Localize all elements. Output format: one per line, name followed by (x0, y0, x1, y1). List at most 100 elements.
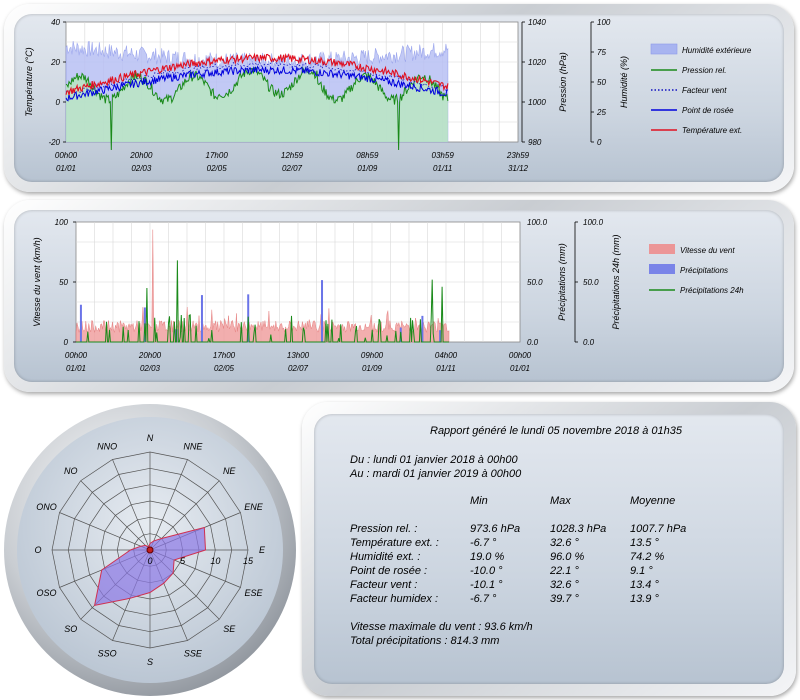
rose-spoke (149, 459, 188, 551)
row-label: Facteur vent : (350, 579, 418, 591)
bar-precipitation (421, 315, 424, 342)
rose-direction-label: NO (64, 466, 78, 476)
legend-label: Température ext. (682, 126, 742, 135)
rose-spoke (80, 480, 151, 551)
max-wind-text: Vitesse maximale du vent : 93.6 km/h (350, 621, 533, 633)
y-tick-precipitation-24h: 100.0 (583, 218, 604, 227)
rose-direction-label: SE (223, 624, 236, 634)
x-tick-date: 02/07 (282, 164, 303, 173)
wind-rain-chart: 0 50 100 Vitesse du vent (km/h) 0.0 50.0 100.0… (32, 218, 744, 373)
x-tick-time: 20h00 (138, 351, 162, 360)
x-tick-date: 02/05 (207, 164, 228, 173)
wind-rose-chart: 0 5 10 15 N NNE NE ENE E ESE SE SSE S SSO SO OSO O ONO NO N… (4, 404, 296, 696)
row-min: 19.0 % (470, 551, 505, 563)
y-axis-label-precipitation: Précipitations (mm) (557, 243, 567, 321)
y-axis-label-temperature: Température (°C) (24, 47, 34, 116)
x-tick-date: 01/01 (510, 364, 530, 373)
legend-label: Humidité extérieure (682, 46, 752, 55)
rose-data (93, 526, 207, 607)
rose-direction-label: ENE (244, 502, 264, 512)
row-min: -6.7 ° (470, 593, 497, 605)
row-min: -10.0 ° (470, 565, 503, 577)
row-min: -10.1 ° (470, 579, 503, 591)
x-tick-time: 00h00 (55, 151, 78, 160)
series-dew-point (65, 65, 448, 102)
rose-direction-label: NNE (183, 442, 203, 452)
x-tick-date: 02/07 (288, 364, 309, 373)
x-tick-time: 23h59 (506, 151, 530, 160)
x-tick-time: 08h59 (356, 151, 379, 160)
bar-precipitation (79, 304, 82, 342)
bar-precipitation (439, 330, 442, 342)
rose-data-polygon (93, 526, 207, 607)
y-tick-pressure: 1000 (528, 98, 546, 107)
y-axis-label-humidity: Humidité (%) (619, 56, 629, 108)
wind-legend: Vitesse du vent Précipitations Précipitati… (649, 244, 744, 295)
header-mean: Moyenne (630, 495, 676, 507)
legend-swatch (649, 244, 675, 254)
rose-ring-tick: 5 (180, 556, 186, 566)
y-tick-precipitation-24h: 0.0 (583, 338, 595, 347)
series-precipitation-24h (76, 260, 449, 343)
x-tick-date: 02/03 (140, 364, 161, 373)
legend-label: Précipitations 24h (680, 286, 744, 295)
header-max: Max (550, 495, 571, 507)
x-tick-time: 13h00 (287, 351, 310, 360)
rose-spoke (59, 512, 151, 551)
row-min: -6.7 ° (470, 537, 497, 549)
x-tick-date: 01/09 (357, 164, 378, 173)
row-label: Température ext. : (350, 537, 439, 549)
y-tick-temperature: 40 (51, 18, 60, 27)
wind-axes: 0 50 100 Vitesse du vent (km/h) 0.0 50.0 100.0… (32, 218, 621, 373)
y-tick-humidity: 25 (596, 108, 606, 117)
x-tick-date: 01/09 (362, 364, 383, 373)
x-tick-date: 01/01 (66, 364, 86, 373)
series-temperature (65, 52, 449, 96)
x-tick-date: 01/11 (436, 364, 455, 373)
x-tick-time: 00h00 (509, 351, 532, 360)
legend-swatch (650, 43, 678, 55)
row-mean: 74.2 % (630, 551, 665, 563)
row-label: Point de rosée : (350, 565, 428, 577)
rose-direction-label: S (147, 657, 153, 667)
rose-ring-tick: 10 (210, 556, 220, 566)
x-tick-time: 12h59 (281, 151, 304, 160)
y-tick-temperature: 20 (50, 58, 60, 67)
x-tick-time: 17h00 (206, 151, 229, 160)
bar-precipitation (200, 295, 203, 342)
rose-ring-tick: 15 (243, 556, 254, 566)
x-tick-date: 01/01 (56, 164, 76, 173)
x-tick-date: 01/11 (433, 164, 452, 173)
report-to: Au : mardi 01 janvier 2019 à 00h00 (350, 468, 522, 480)
y-axis-label-precipitation-24h: Précipitations 24h (mm) (611, 234, 621, 329)
rose-center (146, 546, 154, 554)
report-from: Du : lundi 01 janvier 2018 à 00h00 (350, 454, 518, 466)
series-pressure-fill (66, 67, 448, 150)
y-tick-humidity: 0 (597, 138, 602, 147)
row-max: 96.0 % (550, 551, 585, 563)
x-tick-date: 02/03 (131, 164, 152, 173)
total-rain-text: Total précipitations : 814.3 mm (350, 635, 500, 647)
row-mean: 13.9 ° (630, 593, 659, 605)
y-tick-precipitation: 0.0 (527, 338, 539, 347)
row-mean: 13.4 ° (630, 579, 659, 591)
legend-label: Point de rosée (682, 106, 734, 115)
y-tick-wind: 100 (55, 218, 69, 227)
row-mean: 1007.7 hPa (630, 523, 687, 535)
row-label: Facteur humidex : (350, 593, 439, 605)
y-tick-pressure: 1040 (528, 18, 546, 27)
row-max: 1028.3 hPa (550, 523, 607, 535)
rose-labels: 0 5 10 15 N NNE NE ENE E ESE SE SSE S SSO SO OSO O ONO NO N… (34, 433, 266, 667)
legend-label: Précipitations (680, 266, 728, 275)
y-tick-pressure: 1020 (528, 58, 546, 67)
x-tick-time: 04h00 (435, 351, 458, 360)
rose-ring-tick: 0 (147, 556, 152, 566)
y-tick-precipitation: 50.0 (527, 278, 543, 287)
x-tick-time: 17h00 (213, 351, 236, 360)
x-tick-time: 03h59 (432, 151, 455, 160)
rose-direction-label: N (147, 433, 154, 443)
rose-direction-label: SO (64, 624, 77, 634)
series-wind-speed (75, 229, 450, 343)
